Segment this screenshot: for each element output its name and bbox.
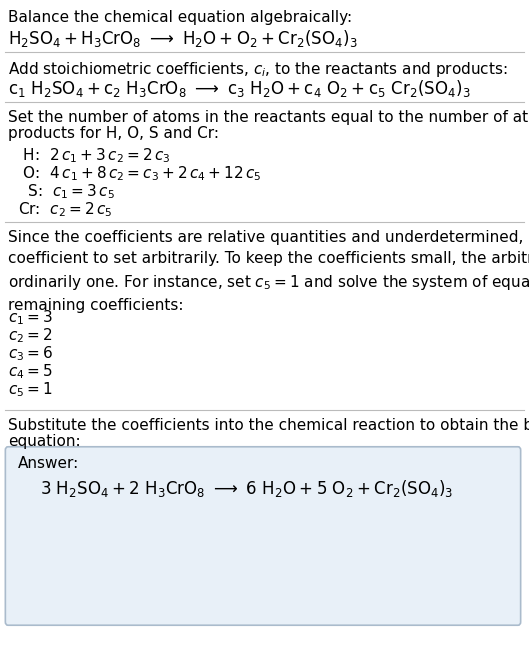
Text: Set the number of atoms in the reactants equal to the number of atoms in the: Set the number of atoms in the reactants… <box>8 110 529 125</box>
Text: Substitute the coefficients into the chemical reaction to obtain the balanced: Substitute the coefficients into the che… <box>8 418 529 433</box>
Text: $c_4 = 5$: $c_4 = 5$ <box>8 362 53 380</box>
Text: O:  $4\,c_1 + 8\,c_2 = c_3 + 2\,c_4 + 12\,c_5$: O: $4\,c_1 + 8\,c_2 = c_3 + 2\,c_4 + 12\… <box>18 164 262 182</box>
Text: $c_2 = 2$: $c_2 = 2$ <box>8 326 52 345</box>
Text: $c_3 = 6$: $c_3 = 6$ <box>8 344 53 363</box>
Text: S:  $c_1 = 3\,c_5$: S: $c_1 = 3\,c_5$ <box>18 182 115 201</box>
Text: $\mathregular{H_2SO_4 + H_3CrO_8 \ \longrightarrow \ H_2O + O_2 + Cr_2(SO_4)_3}$: $\mathregular{H_2SO_4 + H_3CrO_8 \ \long… <box>8 28 358 49</box>
Text: Cr:  $c_2 = 2\,c_5$: Cr: $c_2 = 2\,c_5$ <box>18 200 112 219</box>
Text: equation:: equation: <box>8 434 80 449</box>
Text: Answer:: Answer: <box>18 456 79 471</box>
Text: Add stoichiometric coefficients, $c_i$, to the reactants and products:: Add stoichiometric coefficients, $c_i$, … <box>8 60 508 79</box>
Text: $\mathregular{c_1\ H_2SO_4 + c_2\ H_3CrO_8 \ \longrightarrow \ c_3\ H_2O + c_4\ : $\mathregular{c_1\ H_2SO_4 + c_2\ H_3CrO… <box>8 78 471 99</box>
Text: Since the coefficients are relative quantities and underdetermined, choose a
coe: Since the coefficients are relative quan… <box>8 230 529 313</box>
Text: products for H, O, S and Cr:: products for H, O, S and Cr: <box>8 126 219 141</box>
Text: $c_1 = 3$: $c_1 = 3$ <box>8 308 53 327</box>
Text: Balance the chemical equation algebraically:: Balance the chemical equation algebraica… <box>8 10 352 25</box>
Text: $\mathregular{3\ H_2SO_4 + 2\ H_3CrO_8 \ \longrightarrow \ 6\ H_2O + 5\ O_2 + Cr: $\mathregular{3\ H_2SO_4 + 2\ H_3CrO_8 \… <box>40 478 453 499</box>
Text: $c_5 = 1$: $c_5 = 1$ <box>8 380 52 399</box>
Text: H:  $2\,c_1 + 3\,c_2 = 2\,c_3$: H: $2\,c_1 + 3\,c_2 = 2\,c_3$ <box>18 146 171 165</box>
